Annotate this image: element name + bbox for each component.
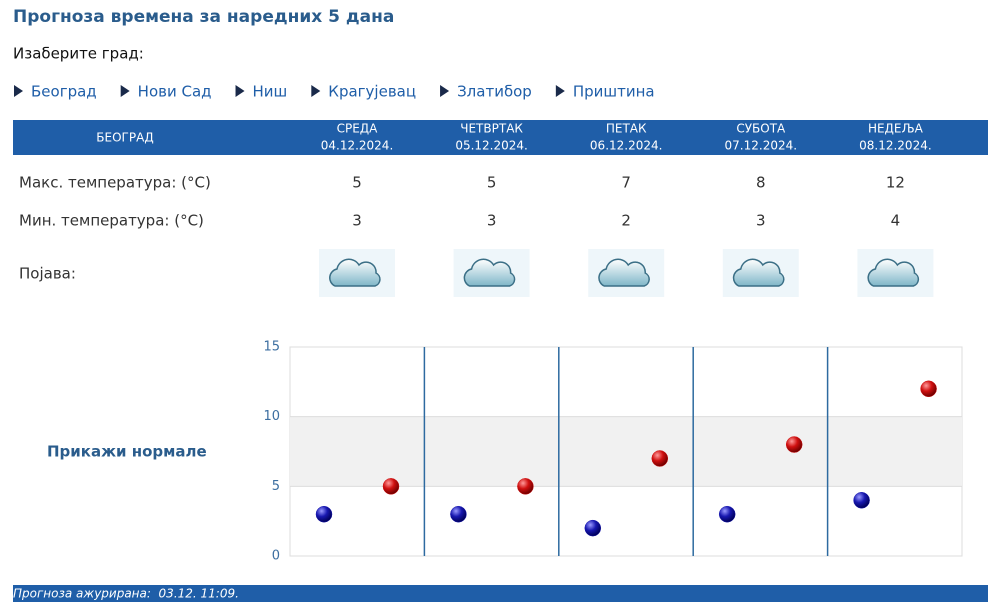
day-name: ПЕТАК — [606, 122, 647, 136]
city-name[interactable]: Нови Сад — [138, 83, 212, 101]
icon-cloud — [732, 258, 785, 287]
row-label: Макс. температура: (°C) — [19, 174, 211, 192]
weather-icon — [588, 249, 665, 297]
city-arrow — [120, 85, 130, 97]
max-temp-dot — [920, 380, 937, 398]
min-temp-dot — [584, 519, 602, 537]
city-prompt: Изаберите град: — [13, 45, 144, 63]
min-temp-dot — [315, 505, 333, 523]
day-name: СУБОТА — [736, 122, 786, 136]
y-tick-label: 15 — [263, 340, 280, 355]
weather-icon — [857, 249, 934, 297]
day-date: 04.12.2024. — [321, 139, 394, 153]
day-name: СРЕДА — [337, 122, 379, 136]
city-link[interactable]: Београд — [14, 83, 97, 101]
max-temp-dot — [382, 478, 400, 495]
city-arrow — [14, 85, 23, 97]
icon-cloud — [598, 258, 650, 287]
day-date: 05.12.2024. — [455, 139, 528, 153]
cell-value: 5 — [487, 174, 497, 192]
weather-icon — [453, 249, 530, 297]
row-label: Појава: — [19, 265, 76, 283]
city-link[interactable]: Ниш — [235, 83, 288, 101]
city-link[interactable]: Нови Сад — [120, 83, 212, 101]
y-tick-label: 5 — [272, 479, 280, 494]
cell-value: 3 — [756, 212, 766, 230]
cell-value: 2 — [621, 212, 631, 230]
city-arrow — [311, 85, 321, 97]
city-arrow — [440, 85, 450, 97]
city-name[interactable]: Златибор — [457, 83, 532, 101]
cell-value: 4 — [891, 212, 901, 230]
day-name: НЕДЕЉА — [868, 122, 924, 136]
day-date: 07.12.2024. — [725, 139, 798, 153]
icon-cloud — [329, 258, 381, 287]
cell-value: 3 — [352, 212, 362, 230]
table-header — [13, 120, 988, 155]
day-name: ЧЕТВРТАК — [460, 122, 523, 136]
icon-cloud — [463, 258, 516, 287]
y-tick-label: 0 — [272, 549, 280, 564]
city-name[interactable]: Приштина — [573, 83, 655, 101]
day-date: 08.12.2024. — [859, 139, 932, 153]
city-link[interactable]: Крагујевац — [311, 83, 416, 101]
icon-cloud — [867, 258, 920, 287]
min-temp-dot — [450, 505, 467, 523]
cell-value: 8 — [756, 174, 766, 192]
table-city: БЕОГРАД — [96, 131, 153, 145]
min-temp-dot — [853, 492, 870, 509]
max-temp-dot — [517, 478, 534, 495]
city-arrow — [235, 85, 245, 97]
y-tick-label: 10 — [263, 409, 280, 424]
shaded-band — [290, 416, 962, 487]
min-temp-dot — [718, 505, 736, 523]
max-temp-dot — [785, 436, 803, 453]
city-link[interactable]: Златибор — [440, 83, 532, 101]
cell-value: 7 — [621, 174, 631, 192]
footer-bar — [13, 585, 988, 602]
city-link[interactable]: Приштина — [555, 83, 655, 101]
max-temp-dot — [651, 450, 669, 467]
row-label: Мин. температура: (°C) — [19, 212, 204, 230]
page-title: Прогноза времена за наредних 5 дана — [13, 7, 394, 27]
cell-value: 12 — [886, 174, 905, 192]
day-date: 06.12.2024. — [590, 139, 663, 153]
weather-icon — [319, 249, 395, 297]
city-name[interactable]: Ниш — [253, 83, 288, 101]
cell-value: 3 — [487, 212, 497, 230]
footer-text: Прогноза ажурирана: 03.12. 11:09. — [13, 587, 239, 601]
city-name[interactable]: Крагујевац — [328, 83, 416, 101]
cell-value: 5 — [352, 174, 362, 192]
city-arrow — [555, 85, 565, 97]
weather-icon — [722, 249, 799, 297]
city-name[interactable]: Београд — [31, 83, 97, 101]
normals-link[interactable]: Прикажи нормале — [47, 443, 207, 461]
